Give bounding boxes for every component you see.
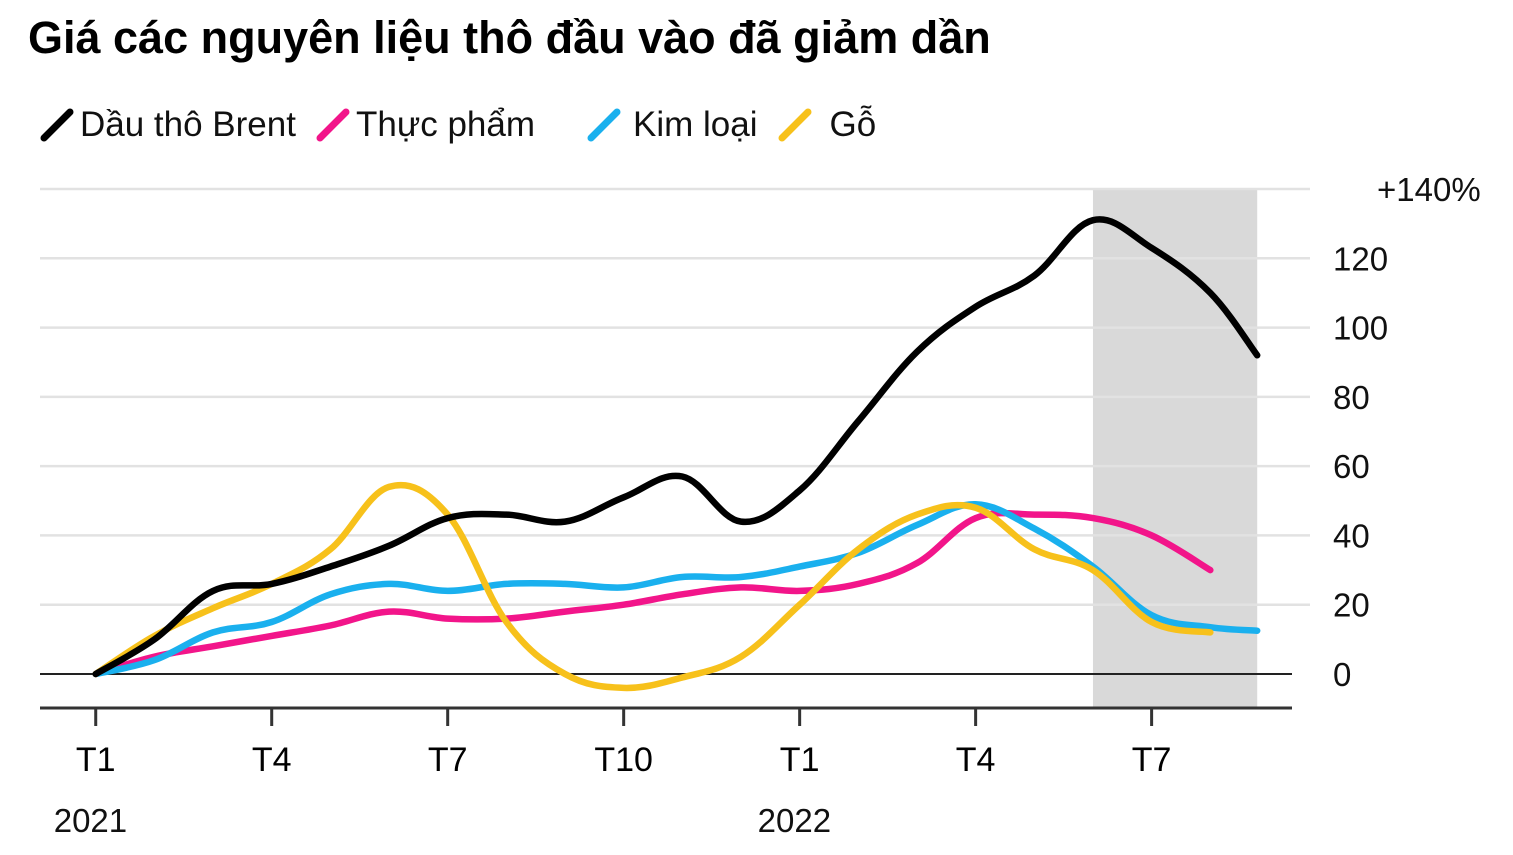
- legend-item-brent: Dầu thô Brent: [38, 105, 296, 145]
- y-tick-label: +140%: [1377, 171, 1481, 208]
- x-tick-label: T4: [956, 741, 996, 779]
- blue-line-swatch-icon: [587, 108, 621, 142]
- y-tick-label: 40: [1333, 517, 1370, 554]
- y-tick-label: 80: [1333, 379, 1370, 416]
- y-tick-label: 60: [1333, 448, 1370, 485]
- pink-line-swatch-icon: [316, 108, 350, 142]
- series-line-metal: [92, 501, 1261, 678]
- x-tick-label: T7: [1132, 741, 1172, 779]
- x-tick-label: T10: [594, 741, 653, 779]
- x-tick-label: T7: [428, 741, 468, 779]
- legend-label-brent: Dầu thô Brent: [80, 105, 296, 144]
- x-tick-label: T4: [252, 741, 292, 779]
- chart-title: Giá các nguyên liệu thô đầu vào đã giảm …: [28, 12, 991, 63]
- y-tick-label: 100: [1333, 310, 1388, 347]
- x-tick-label: T1: [780, 741, 820, 779]
- legend-label-wood: Gỗ: [829, 105, 877, 144]
- year-label: 2021: [54, 802, 127, 839]
- legend-item-food: Thực phẩm: [314, 105, 535, 145]
- y-tick-label: 120: [1333, 240, 1388, 277]
- y-tick-label: 20: [1333, 587, 1370, 624]
- year-label: 2022: [758, 802, 831, 839]
- legend-item-metal: Kim loại: [585, 105, 758, 145]
- legend-label-metal: Kim loại: [633, 105, 758, 144]
- black-line-swatch-icon: [40, 108, 74, 142]
- x-tick-label: T1: [76, 741, 116, 779]
- legend-item-wood: Gỗ: [776, 105, 877, 145]
- legend-label-food: Thực phẩm: [355, 105, 536, 144]
- yellow-line-swatch-icon: [778, 108, 812, 142]
- legend: Dầu thô Brent Thực phẩm Kim loại Gỗ: [38, 103, 876, 147]
- series-line-food: [92, 509, 1214, 678]
- y-tick-label: 0: [1333, 656, 1351, 693]
- series-line-brent: [92, 216, 1261, 678]
